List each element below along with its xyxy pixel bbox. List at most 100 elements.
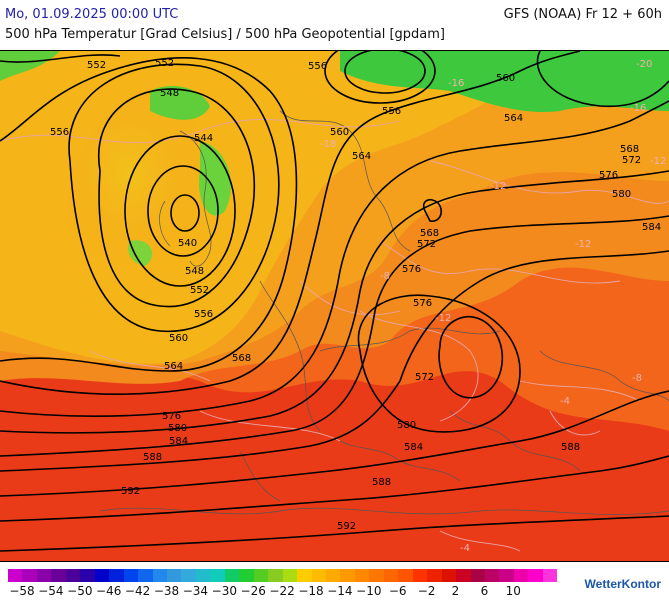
map-datetime: Mo, 01.09.2025 00:00 UTC [5,7,179,22]
label-geo: 548 [160,88,179,99]
legend-swatch [456,569,471,582]
legend-swatch [282,569,298,582]
legend-swatch [80,569,95,582]
legend-label: −34 [182,584,209,598]
legend-swatch [412,569,428,582]
label-temp: -18 [320,139,336,150]
legend-swatch [224,569,240,582]
label-geo: 556 [308,61,327,72]
label-geo: 540 [178,238,197,249]
label-geo: 556 [382,106,401,117]
label-geo: 588 [143,452,162,463]
label-geo: 580 [612,189,631,200]
label-temp: -12 [575,239,591,250]
legend-swatch [94,569,110,582]
legend-label: −2 [417,584,436,598]
legend-swatch [51,569,66,582]
legend-swatch [383,569,399,582]
field-green-spot-3 [128,240,153,266]
label-geo: 592 [337,521,356,532]
label-geo: 592 [121,486,140,497]
label-geo: 584 [169,436,188,447]
label-geo: 556 [50,127,69,138]
legend-color-bar [8,569,558,582]
label-temp: -12 [435,313,451,324]
label-geo: 572 [622,155,641,166]
legend-swatch [470,569,485,582]
legend-label: −30 [211,584,237,598]
legend-swatch [441,569,457,582]
legend-swatch [210,569,225,582]
field-green-spot-1 [150,86,210,120]
color-legend: −58 −54 −50 −46 −42 −38 −34 −30 −26 −22 −18 −14 −10−… [8,569,558,598]
legend-swatch [109,569,124,582]
label-geo: 568 [620,144,639,155]
label-geo: 556 [194,309,213,320]
label-geo: 560 [330,127,349,138]
label-geo: 580 [397,420,416,431]
label-temp: -4 [560,396,570,407]
label-temp: -16 [448,78,464,89]
geopotential-contours [0,51,669,552]
legend-labels: −58 −54 −50 −46 −42 −38 −34 −30 −26 −22 −18 −14 −10−… [8,582,557,598]
label-geo: 584 [404,442,423,453]
label-geo: 572 [415,372,434,383]
label-geo: 560 [496,73,515,84]
label-geo: 560 [169,333,188,344]
legend-label: 10 [505,584,521,598]
legend-label: −18 [298,584,324,598]
weather-map: 552 552 548 544 540 548 552 556 560 564 … [0,50,669,562]
label-geo: 564 [352,151,371,162]
label-geo: 544 [194,133,213,144]
label-temp: -8 [632,373,642,384]
legend-label: −26 [240,584,266,598]
label-geo: 584 [642,222,661,233]
map-subtitle: 500 hPa Temperatur [Grad Celsius] / 500 … [5,27,446,42]
legend-swatch [152,569,167,582]
label-geo: 568 [420,228,439,239]
legend-swatch [484,569,500,582]
legend-swatch [427,569,442,582]
field-green-north [340,51,669,112]
legend-swatch [8,569,23,582]
label-geo: 564 [504,113,523,124]
field-green-spot-2 [199,141,231,216]
legend-swatch [340,569,355,582]
isotherm-labels: -20 -16 -12 -12 -8 -8 -4 -4 -12 -16 -18 … [320,59,666,554]
label-geo: 552 [190,285,209,296]
legend-swatch [528,569,543,582]
legend-label: −58 [9,584,35,598]
label-geo: 576 [402,264,421,275]
label-geo: 568 [232,353,251,364]
label-geo: 588 [561,442,580,453]
isotherms [0,119,669,552]
label-temp: -16 [630,103,646,114]
label-temp: -12 [650,156,666,167]
legend-label: −38 [153,584,180,598]
legend-swatch [542,569,558,582]
label-geo: 564 [164,361,183,372]
legend-swatch [297,569,312,582]
contour-labels: 552 552 548 544 540 548 552 556 560 564 … [50,58,661,532]
label-temp: -8 [380,271,390,282]
label-temp: -20 [636,59,652,70]
legend-swatch [195,569,211,582]
legend-label: −50 [67,584,93,598]
label-geo: 588 [372,477,391,488]
label-geo: 576 [599,170,618,181]
legend-swatch [166,569,182,582]
legend-swatch [22,569,37,582]
label-geo: 572 [417,239,436,250]
field-low-core [65,81,305,361]
label-temp: -12 [490,181,506,192]
legend-swatch [181,569,196,582]
legend-swatch [123,569,139,582]
legend-label: −14 [327,584,353,598]
legend-label: −6 [388,584,407,598]
label-geo: 552 [87,60,106,71]
legend-swatch [354,569,370,582]
legend-label: 6 [480,584,489,598]
legend-swatch [239,569,254,582]
legend-label: −22 [269,584,295,598]
legend-swatch [513,569,529,582]
